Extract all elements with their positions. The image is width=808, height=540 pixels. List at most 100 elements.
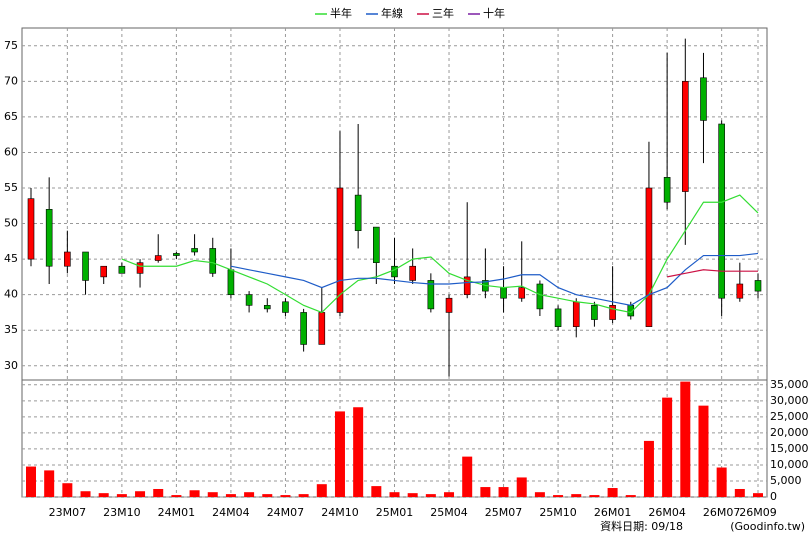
candle-body <box>700 77 707 121</box>
x-tick-label: 26M07 <box>703 506 741 519</box>
candle-body <box>663 177 671 203</box>
candle-body <box>645 187 653 327</box>
volume-bar <box>753 493 763 497</box>
candle-body <box>136 262 144 274</box>
y-tick-label: 75 <box>4 39 18 52</box>
volume-bar <box>389 492 400 497</box>
date-note: 資料日期: 09/18 <box>600 519 683 533</box>
candle-body <box>427 280 435 310</box>
volume-bar <box>116 494 127 497</box>
volume-bar <box>280 495 291 497</box>
volume-bar <box>62 483 73 497</box>
candle-body <box>154 255 162 261</box>
y-tick-label: 45 <box>4 252 18 265</box>
y-tick-label: 55 <box>4 181 18 194</box>
volume-bar <box>516 477 527 497</box>
candle-body <box>354 194 362 231</box>
candle-body <box>609 305 616 320</box>
candle-body <box>245 294 253 306</box>
candle-body <box>64 251 71 267</box>
x-tick-label: 25M04 <box>430 506 468 519</box>
y-tick-label: 50 <box>4 217 18 230</box>
x-tick-label: 25M10 <box>539 506 577 519</box>
volume-bar <box>425 494 436 497</box>
y-tick-label: 35 <box>4 323 18 336</box>
candle-body <box>736 283 744 299</box>
y-tick-label: 10,000 <box>770 458 808 471</box>
volume-bar <box>207 492 218 497</box>
candle-body <box>282 301 289 313</box>
volume-bar <box>444 492 455 497</box>
candle-body <box>572 301 580 327</box>
volume-bar <box>607 488 618 497</box>
x-tick-label: 23M10 <box>103 506 141 519</box>
candle-body <box>209 248 217 274</box>
candle-body <box>173 253 180 256</box>
x-tick-label: 24M10 <box>321 506 359 519</box>
volume-bar <box>662 397 673 497</box>
legend-label: 十年 <box>483 6 505 20</box>
volume-bar <box>553 495 564 497</box>
y-tick-label: 60 <box>4 145 18 158</box>
volume-bar <box>407 493 418 497</box>
x-tick-label: 26M01 <box>594 506 632 519</box>
volume-bar <box>153 488 164 497</box>
volume-bar <box>498 487 509 497</box>
volume-bar <box>734 488 745 497</box>
ma-line <box>121 194 759 314</box>
volume-bar <box>625 495 636 497</box>
candle-body <box>554 308 562 327</box>
volume-bar <box>225 494 236 497</box>
legend-label: 三年 <box>432 6 454 20</box>
volume-bar <box>353 407 364 497</box>
volume-bar <box>716 467 727 497</box>
volume-bar <box>98 493 109 497</box>
volume-bar <box>334 411 345 497</box>
candle-body <box>445 297 453 313</box>
x-tick-label: 25M01 <box>376 506 414 519</box>
candle-body <box>518 287 526 299</box>
y-tick-label: 30,000 <box>770 394 808 407</box>
candle-body <box>373 226 380 263</box>
volume-bar <box>26 466 36 497</box>
y-tick-label: 5,000 <box>770 474 802 487</box>
y-tick-label: 20,000 <box>770 426 808 439</box>
volume-bar <box>171 495 182 497</box>
y-tick-label: 0 <box>770 490 777 503</box>
y-tick-label: 25,000 <box>770 410 808 423</box>
volume-bar <box>244 492 255 497</box>
volume-bar <box>80 491 91 497</box>
candle-body <box>500 287 507 299</box>
ma-line <box>230 252 759 306</box>
candle-body <box>82 251 89 281</box>
ma-line <box>667 269 758 278</box>
volume-bar <box>680 381 691 497</box>
volume-bar <box>571 494 582 497</box>
candle-body <box>118 265 126 274</box>
candle-body <box>391 265 398 278</box>
volume-bar <box>534 492 545 497</box>
x-tick-label: 24M07 <box>267 506 305 519</box>
candle-body <box>463 276 471 295</box>
candle-body <box>191 248 198 253</box>
x-tick-label: 26M09 <box>739 506 777 519</box>
volume-bar <box>462 456 473 497</box>
y-tick-label: 70 <box>4 74 18 87</box>
volume-bar <box>589 495 600 497</box>
candle-body <box>27 198 35 260</box>
y-tick-label: 30 <box>4 359 18 372</box>
candle-body <box>591 305 598 320</box>
volume-bar <box>44 470 55 497</box>
x-tick-label: 25M07 <box>485 506 523 519</box>
candle-body <box>45 209 53 267</box>
y-tick-label: 15,000 <box>770 442 808 455</box>
candle-body <box>263 305 271 310</box>
y-tick-label: 65 <box>4 110 18 123</box>
candle-body <box>336 187 344 313</box>
candle-body <box>754 280 762 292</box>
candle-body <box>536 283 544 310</box>
x-tick-label: 26M04 <box>648 506 686 519</box>
y-tick-label: 35,000 <box>770 378 808 391</box>
candle-body <box>227 269 235 295</box>
